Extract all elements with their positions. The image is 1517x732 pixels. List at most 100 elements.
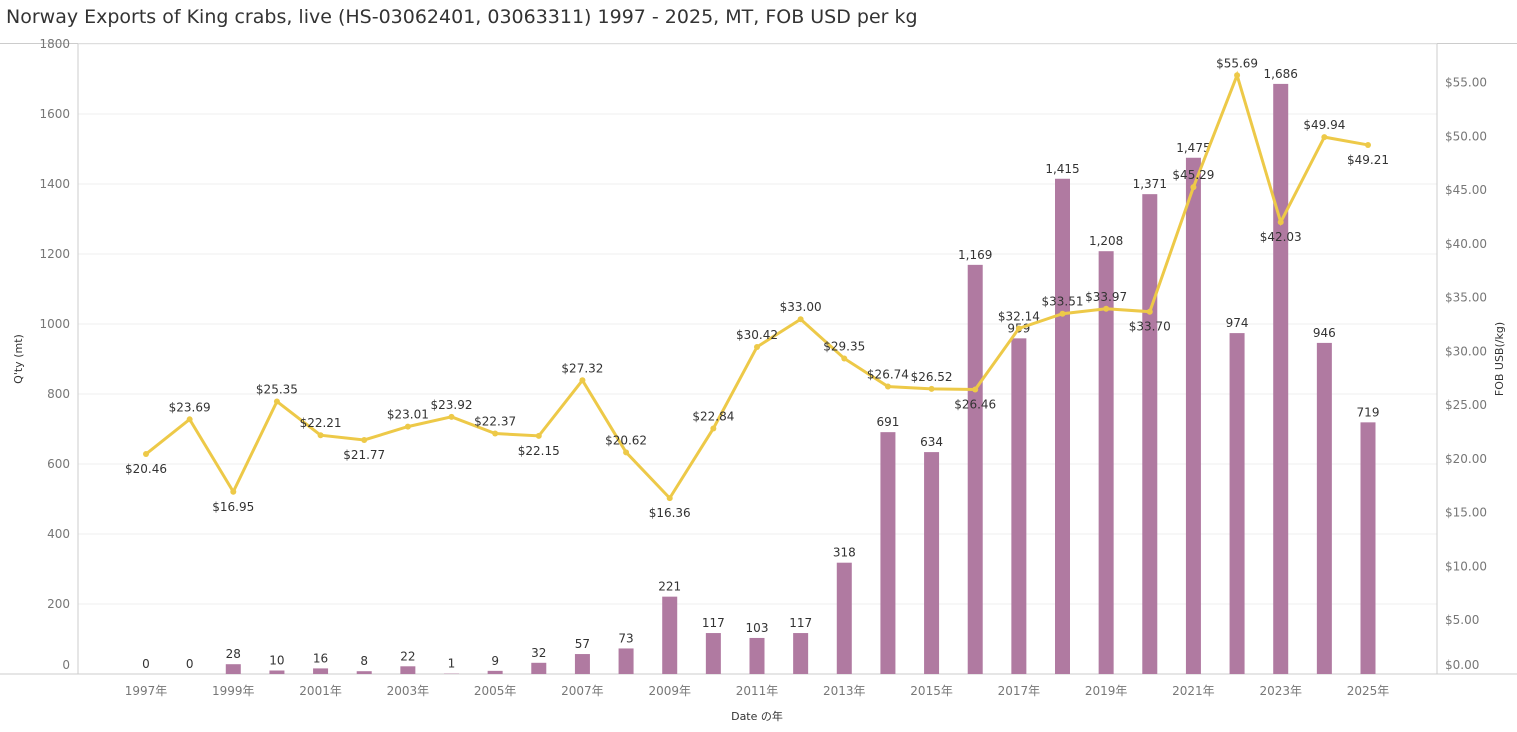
x-tick-label: 1997年	[125, 684, 168, 698]
x-tick-label: 2015年	[910, 684, 953, 698]
price-line	[145, 70, 1369, 501]
price-label: $22.84	[692, 409, 734, 423]
bar	[1142, 194, 1158, 674]
x-tick-label: 2019年	[1085, 684, 1128, 698]
y2-tick-label: $0.00	[1445, 658, 1479, 672]
y-tick-label: 1400	[39, 177, 70, 191]
x-tick-label: 2009年	[648, 684, 691, 698]
price-label: $20.62	[605, 433, 647, 447]
y-tick-label: 800	[47, 387, 70, 401]
price-point	[361, 436, 368, 443]
bar-label: 318	[833, 546, 856, 560]
bar	[531, 662, 547, 674]
bar	[967, 264, 983, 674]
price-label: $45.29	[1172, 168, 1214, 182]
bar-label: 691	[876, 415, 899, 429]
x-tick-label: 2021年	[1172, 684, 1215, 698]
x-axis-title: Date の年	[731, 709, 783, 723]
price-label: $26.52	[911, 370, 953, 384]
price-label: $32.14	[998, 309, 1040, 323]
bar	[574, 654, 590, 674]
y2-tick-label: $15.00	[1445, 506, 1487, 520]
bar-label: 28	[226, 647, 241, 661]
y2-tick-label: $55.00	[1445, 76, 1487, 90]
bar-label: 0	[142, 657, 150, 671]
bar	[662, 596, 678, 674]
price-label: $16.95	[212, 500, 254, 514]
bar	[1011, 338, 1027, 674]
bar-label: 1,415	[1045, 162, 1079, 176]
price-point	[1277, 219, 1284, 226]
price-label: $33.51	[1042, 295, 1084, 309]
price-label: $33.97	[1085, 290, 1127, 304]
price-point	[754, 343, 760, 350]
y2-tick-label: $40.00	[1445, 237, 1487, 251]
x-tick-label: 2005年	[474, 684, 517, 698]
price-label: $33.70	[1129, 320, 1171, 334]
x-tick-label: 2007年	[561, 684, 604, 698]
y-tick-label: 1200	[39, 247, 70, 261]
y2-tick-label: $35.00	[1445, 291, 1487, 305]
x-tick-label: 2003年	[387, 684, 430, 698]
bar	[400, 666, 416, 674]
price-point	[535, 432, 542, 439]
y-tick-label: 600	[47, 457, 70, 471]
price-label: $30.42	[736, 328, 778, 342]
x-tick-label: 2025年	[1347, 684, 1390, 698]
bar-label: 57	[575, 637, 590, 651]
bar	[1055, 178, 1070, 674]
price-point	[841, 355, 848, 362]
x-tick-label: 2013年	[823, 684, 866, 698]
price-point	[186, 416, 193, 423]
price-label: $16.36	[649, 506, 691, 520]
bar	[487, 670, 503, 674]
bar-label: 117	[702, 616, 725, 630]
price-label: $49.94	[1303, 118, 1345, 132]
bar	[618, 648, 634, 674]
bar	[1229, 333, 1245, 674]
bar	[313, 668, 329, 674]
price-point	[623, 449, 630, 456]
x-tick-label: 2017年	[998, 684, 1041, 698]
bar	[749, 637, 765, 674]
bar-label: 221	[658, 580, 681, 594]
y2-tick-label: $30.00	[1445, 344, 1487, 358]
bar	[1098, 251, 1114, 674]
bar-label: 1,169	[958, 248, 992, 262]
price-point	[230, 488, 237, 495]
price-label: $49.21	[1347, 153, 1389, 167]
bar-label: 117	[789, 616, 812, 630]
x-tick-label: 2011年	[736, 684, 779, 698]
price-label: $42.03	[1260, 230, 1302, 244]
bar-label: 634	[920, 435, 943, 449]
price-point	[1321, 134, 1328, 141]
bar-label: 73	[618, 631, 633, 645]
bar-label: 1,686	[1264, 67, 1298, 81]
bar	[225, 664, 241, 674]
price-point	[143, 451, 149, 458]
chart-title: Norway Exports of King crabs, live (HS-0…	[6, 6, 918, 28]
price-point	[884, 383, 891, 390]
price-point	[1190, 184, 1197, 191]
price-label: $23.69	[169, 400, 211, 414]
price-label: $23.92	[431, 398, 473, 412]
bar-label: 0	[186, 657, 194, 671]
bar-label: 1,371	[1133, 177, 1167, 191]
y-axis-title: Q'ty (mt)	[12, 334, 25, 384]
bar	[356, 671, 372, 674]
price-point	[666, 495, 673, 502]
bar	[1316, 342, 1332, 674]
price-label: $25.35	[256, 382, 298, 396]
bar	[269, 670, 285, 674]
bar-label: 1,208	[1089, 234, 1123, 248]
price-point	[404, 423, 411, 430]
bar-label: 974	[1226, 316, 1249, 330]
bar-label: 32	[531, 646, 546, 660]
price-label: $27.32	[561, 361, 603, 375]
price-point	[1103, 305, 1110, 312]
price-point	[1059, 310, 1066, 317]
bar-label: 9	[491, 654, 499, 668]
bar-label: 719	[1357, 405, 1380, 419]
bar-label: 22	[400, 649, 415, 663]
